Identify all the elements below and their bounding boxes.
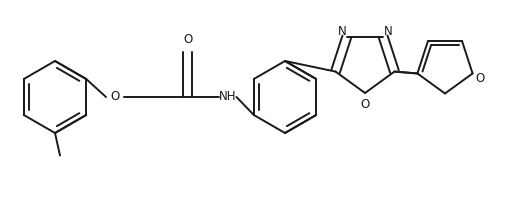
Text: O: O	[476, 72, 485, 85]
Text: O: O	[360, 98, 370, 110]
Text: N: N	[337, 25, 346, 38]
Text: O: O	[110, 90, 120, 103]
Text: NH: NH	[219, 90, 236, 103]
Text: O: O	[183, 33, 192, 46]
Text: N: N	[384, 25, 393, 38]
